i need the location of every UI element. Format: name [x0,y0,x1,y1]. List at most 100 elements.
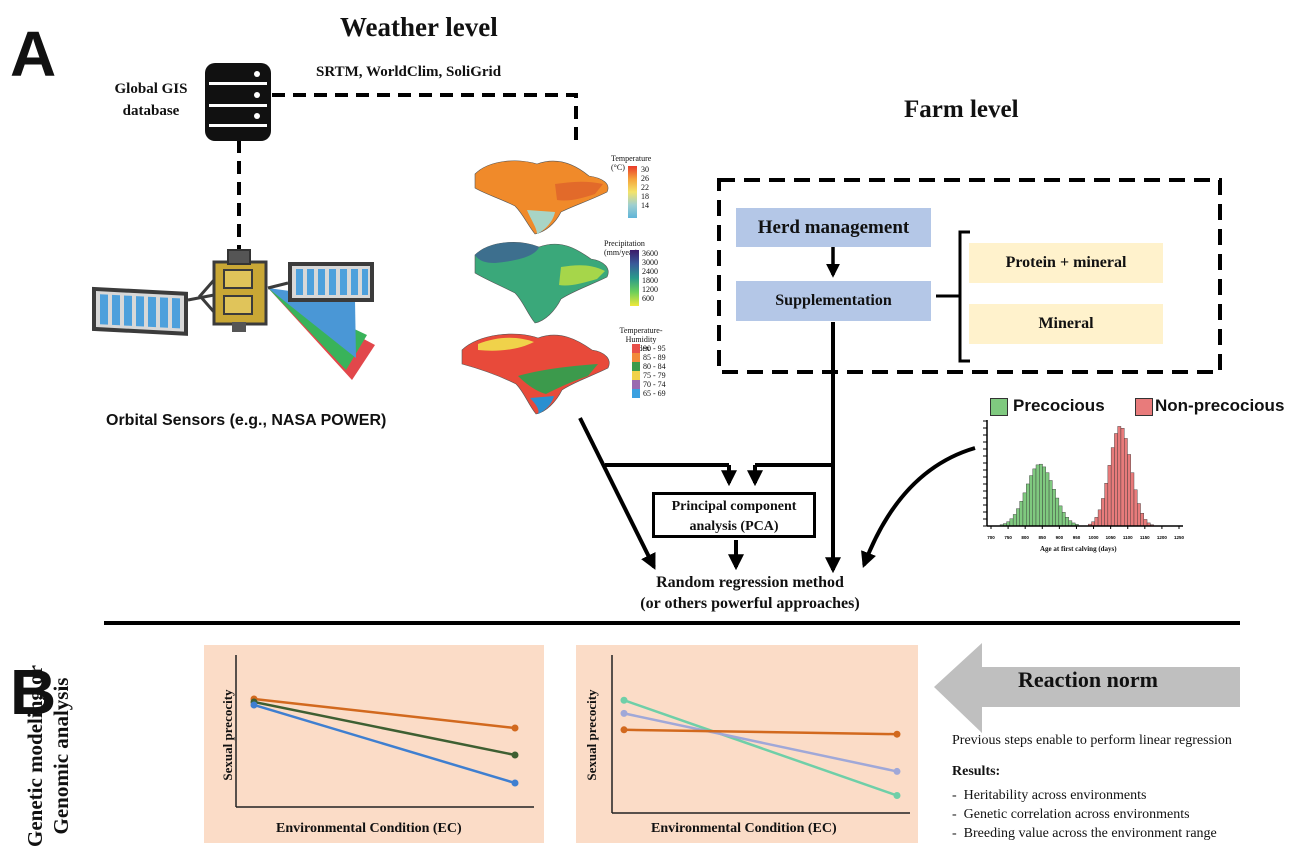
precipitation-colorbar [630,250,639,306]
thi-legend-swatches [632,344,640,398]
histogram-tick-label: 1200 [1157,535,1168,540]
histogram-xlabel: Age at first calving (days) [1040,545,1117,553]
histogram-bar-precocious [1065,517,1069,527]
histogram-bar-precocious [1029,475,1033,527]
histogram-bar-non-precocious [1117,426,1122,527]
histogram-bar-precocious [1039,463,1043,527]
series-line-2 [623,712,898,773]
thi-map: Temperature-Humidity index 90 - 95 85 - … [458,320,668,415]
histogram-bar-precocious [1052,489,1056,527]
thi-map-shape [461,333,610,415]
histogram-bar-non-precocious [1101,498,1105,527]
histogram-bar-precocious [1019,501,1024,527]
histogram-tick-label: 900 [1056,535,1064,540]
histogram-tick-label: 1050 [1106,535,1117,540]
random-regression-label: Random regression method (or others powe… [640,574,860,612]
reaction-plot-2-svg [611,655,910,814]
reaction-plot-1-svg [235,655,534,808]
steps-text: Previous steps enable to perform linear … [952,733,1232,748]
series-point-1 [620,696,628,704]
result-item: - Heritability across environments [952,788,1147,803]
histogram-bar-non-precocious [1097,509,1102,527]
histogram-bar-precocious [1016,508,1020,527]
result-item: - Breeding value across the environment … [952,826,1217,841]
histogram-bar-non-precocious [1140,513,1145,527]
series-line-1 [253,697,516,730]
options-bracket [936,230,970,363]
histogram-bar-precocious [1035,464,1040,527]
histogram-tick-label: 1000 [1089,535,1100,540]
pca-box: Principal component analysis (PCA) [652,492,816,538]
panel-a-diagram [92,63,1222,574]
age-first-calving-histogram: 700 750 800 850 900 950 1000 1050 1100 1150 1200 12… [983,420,1185,540]
histogram-tick-label: 1250 [1174,535,1185,540]
legend-swatch-non-precocious [1135,398,1153,416]
legend-label-precocious: Precocious [1013,396,1105,415]
series-point-3 [250,701,258,709]
genetic-modeling-side-label: Genetic modeling or Genomic analysis [23,665,73,847]
plot-2-xlabel: Environmental Condition (EC) [651,821,837,836]
histogram-bar-precocious [1042,466,1046,527]
plot-1-xlabel: Environmental Condition (EC) [276,821,462,836]
gis-database-label: Global GIS database [114,81,188,119]
series-point-2 [893,767,901,775]
histogram-bar-non-precocious [1137,503,1141,527]
histogram-bar-precocious [1045,472,1050,527]
herd-management-box: Herd management [736,208,931,247]
histogram-bar-non-precocious [1123,438,1128,527]
reaction-norm-label: Reaction norm [1018,667,1158,692]
histogram-bar-non-precocious [1120,428,1125,527]
histogram-bar-precocious [1048,480,1053,527]
histogram-bar-non-precocious [1110,447,1115,527]
histogram-tick-label: 950 [1073,535,1081,540]
temperature-ticks: 30 26 22 18 14 [641,165,649,210]
series-line-3 [253,703,516,785]
panel-b-label: B [10,656,57,728]
precipitation-map-shape [474,242,609,324]
histogram-tick-label: 800 [1021,535,1029,540]
histogram-bar-non-precocious [1143,519,1148,527]
histogram-bar-non-precocious [1107,465,1112,527]
temperature-map-title: Temperature (°C) [611,154,652,172]
legend-swatch-precocious [990,398,1008,416]
histogram-tick-label: 1100 [1123,535,1133,540]
thi-map-title: Temperature-Humidity index [619,326,663,353]
histogram-bar-precocious [1032,468,1037,527]
series-line-3 [623,728,898,736]
series-point-3 [620,726,628,734]
histogram-tick-label: 750 [1004,535,1012,540]
reaction-norm-arrow [934,643,1240,733]
histogram-bar-non-precocious [1114,433,1118,527]
farm-level-title: Farm level [904,96,1019,123]
histogram-bar-precocious [1055,497,1060,527]
supplementation-box: Supplementation [736,281,931,321]
histogram-bar-precocious [1009,518,1014,527]
histogram-tick-label: 1150 [1140,535,1150,540]
plot-2-ylabel: Sexual precocity [584,689,599,781]
temperature-map: Temperature (°C) 30 26 22 18 14 [465,150,655,236]
protein-mineral-box: Protein + mineral [969,243,1163,283]
histogram-bar-precocious [1012,514,1017,527]
results-list: - Heritability across environments - Gen… [952,786,1217,843]
histogram-bar-precocious [1058,505,1063,527]
gis-dashed-connector [237,93,578,258]
farm-level-box [717,178,1222,374]
precipitation-map-title: Precipitation (mm/year) [604,239,645,257]
precipitation-map: Precipitation (mm/year) 3600 3000 2400 1… [465,233,665,325]
series-point-3 [893,730,901,738]
reaction-plot-2: Environmental Condition (EC) Sexual prec… [576,645,918,843]
histogram-bar-non-precocious [1130,472,1135,527]
mineral-box: Mineral [969,304,1163,344]
histogram-bar-non-precocious [1104,483,1109,527]
series-point-1 [511,724,519,732]
histogram-bar-non-precocious [1133,489,1138,527]
section-divider [104,621,1240,625]
result-item: - Genetic correlation across environment… [952,807,1190,822]
series-point-2 [620,709,628,717]
histogram-tick-label: 850 [1039,535,1047,540]
plot-1-ylabel: Sexual precocity [220,689,235,781]
precipitation-ticks: 3600 3000 2400 1800 1200 600 [642,249,658,303]
series-line-1 [623,699,898,797]
series-point-2 [511,751,519,759]
series-point-1 [893,792,901,800]
